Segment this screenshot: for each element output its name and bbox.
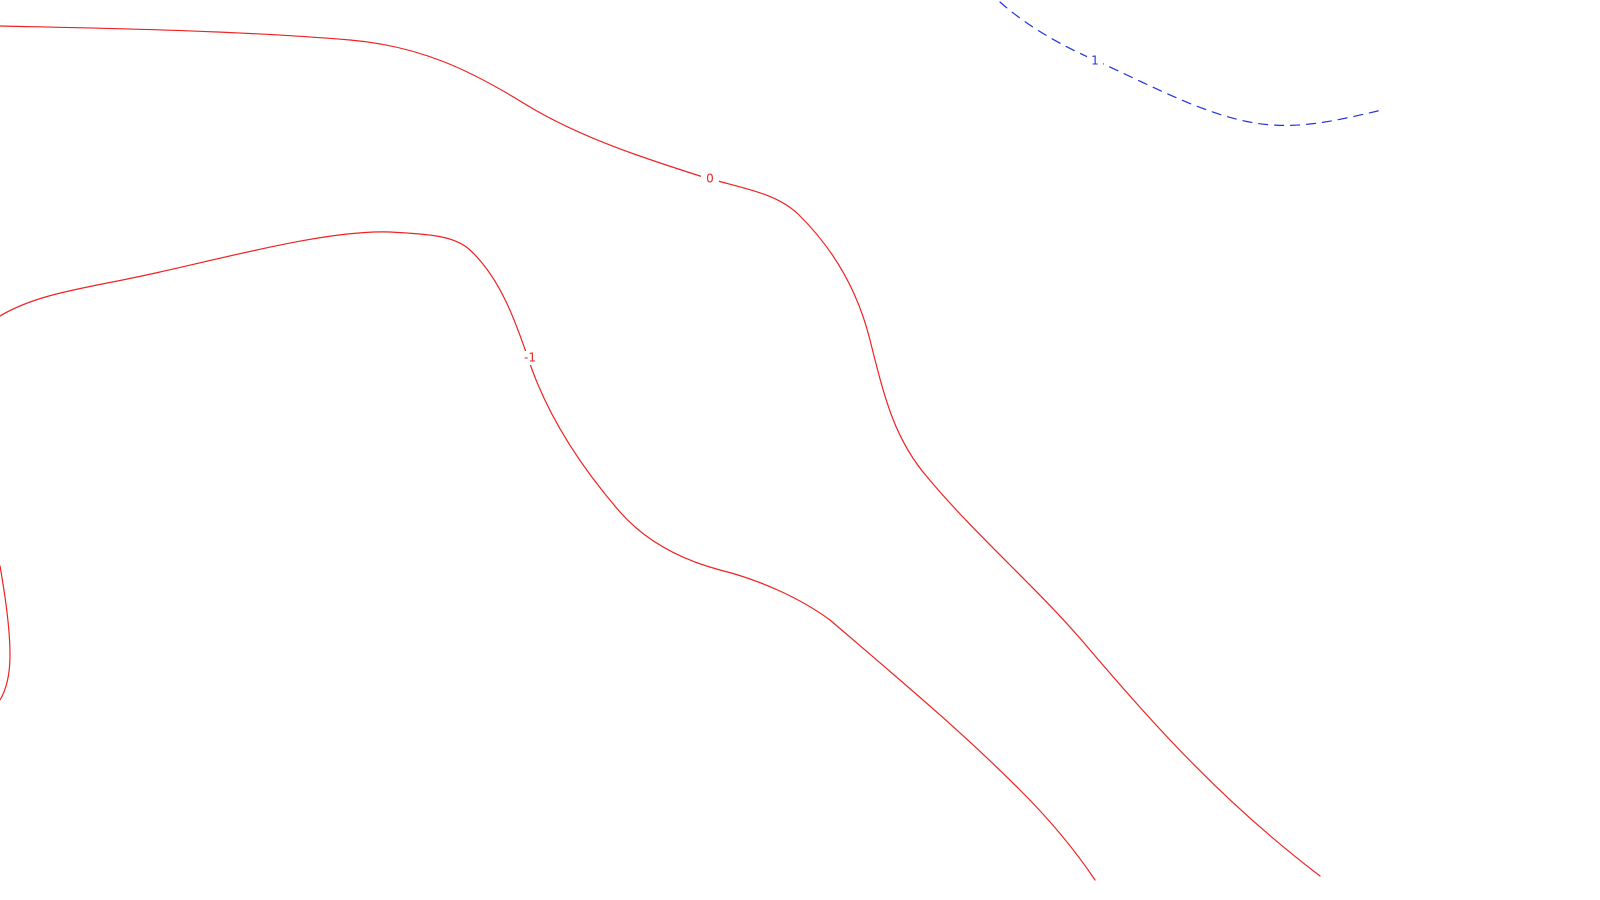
contour-label-0: 0 — [706, 172, 714, 186]
contour-line-1 — [999, 1, 1383, 127]
contour-label-bg-1 — [1087, 54, 1103, 67]
contour-line-minus-1 — [0, 231, 1096, 881]
contour-label-1: 1 — [1091, 54, 1099, 68]
contour-label-bg-0 — [701, 172, 719, 185]
contour-line-left-edge — [0, 565, 11, 701]
contour-line-0 — [0, 25, 1321, 877]
contour-label-minus-1: -1 — [524, 351, 536, 365]
contour-label-bg-minus-1 — [519, 351, 541, 365]
